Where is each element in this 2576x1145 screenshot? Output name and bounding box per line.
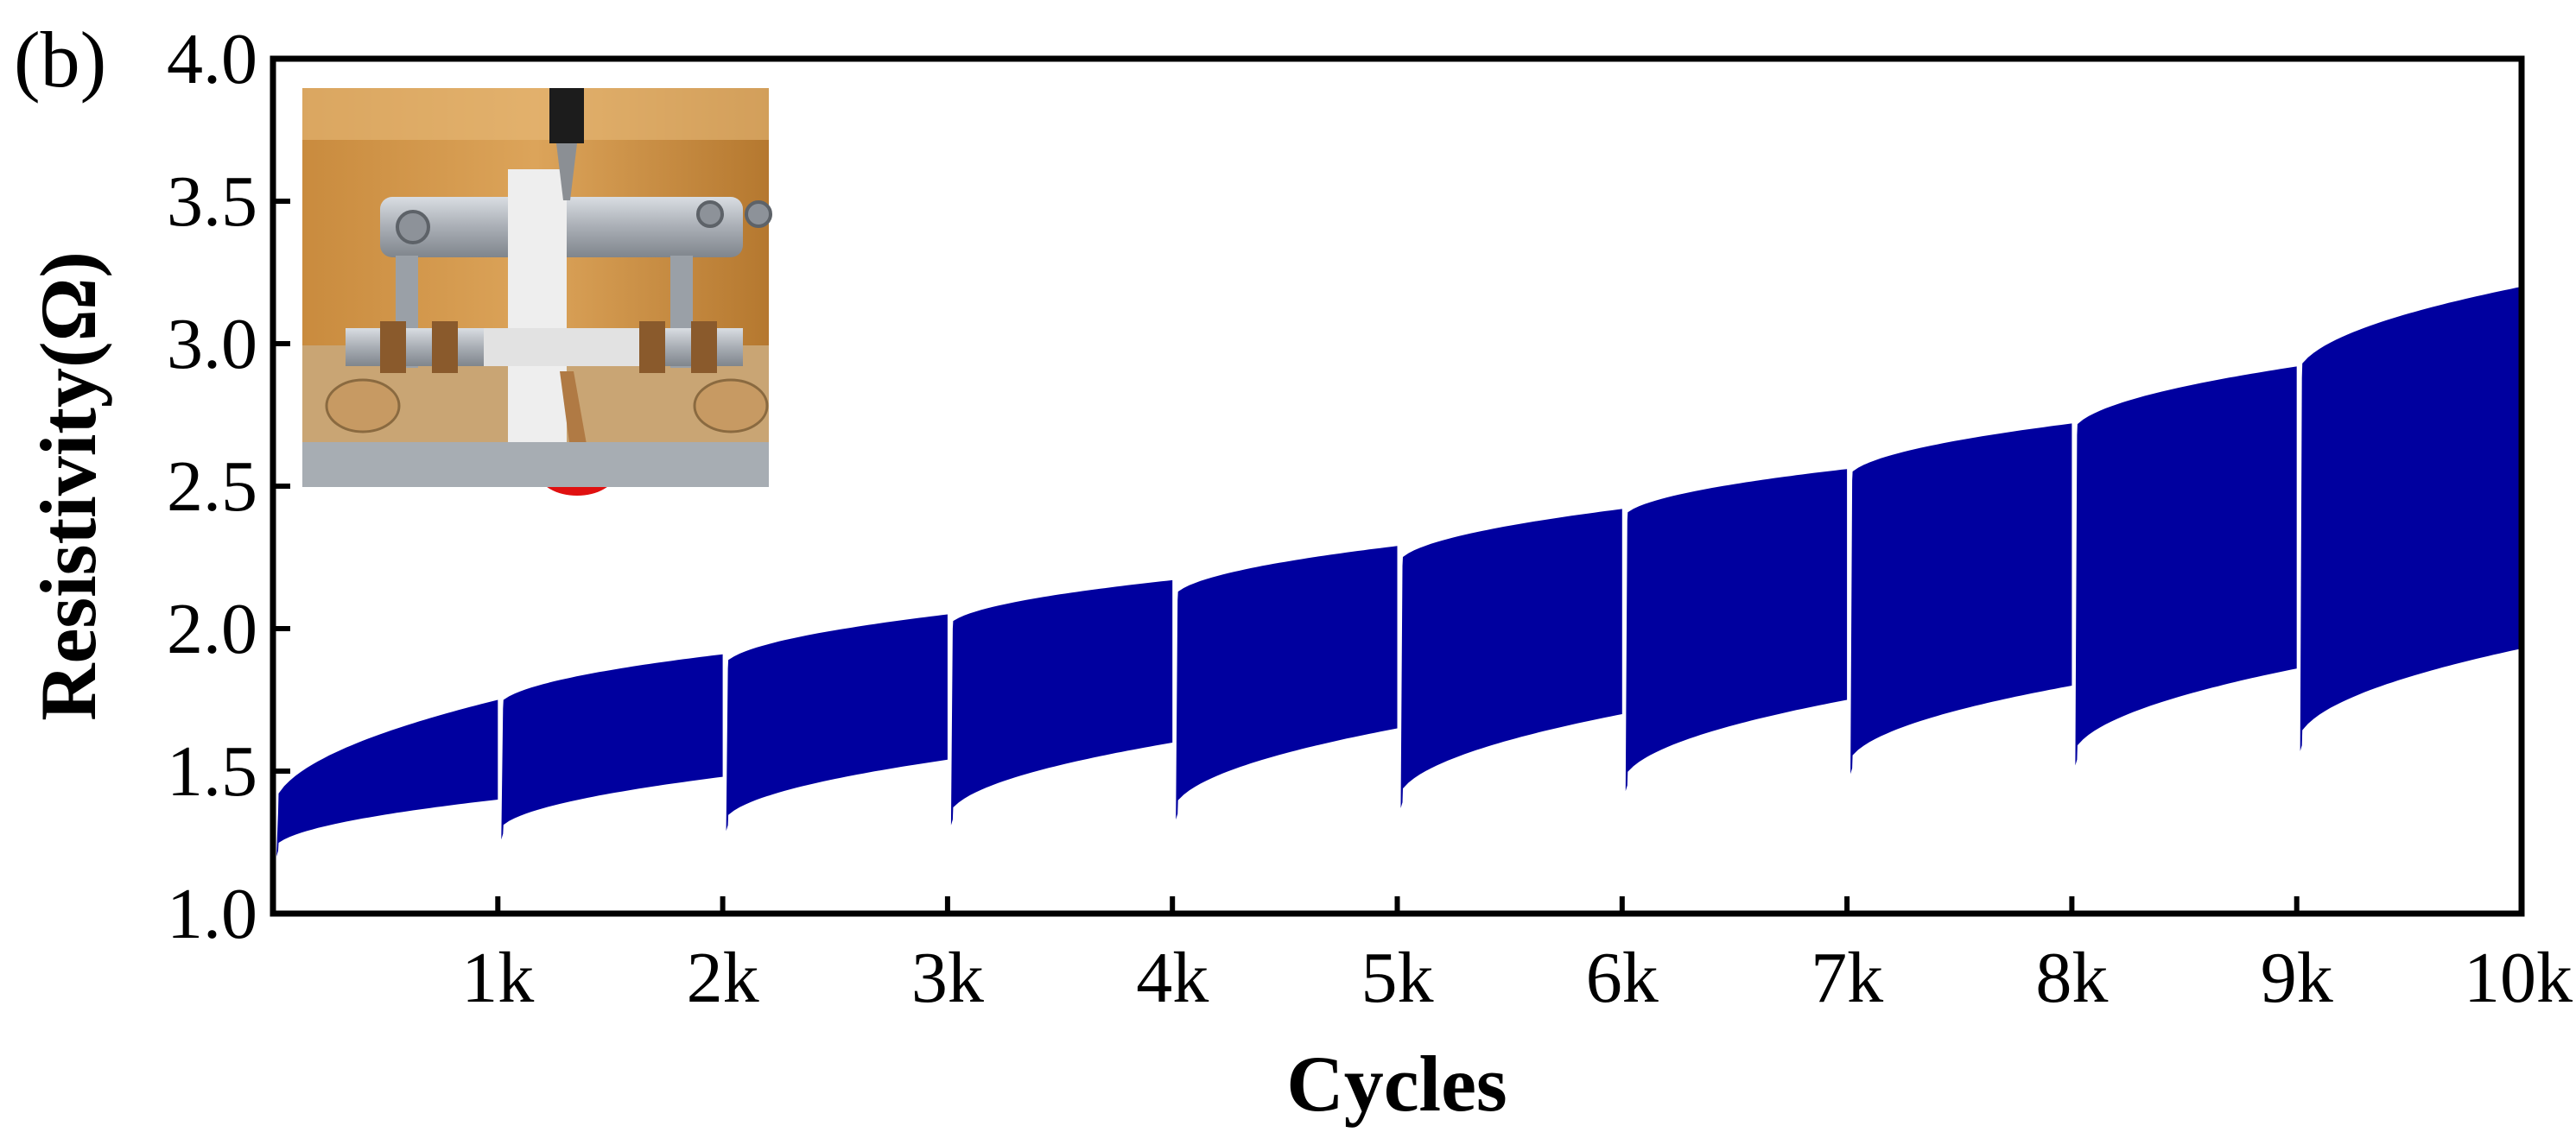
- x-tick-label-4k: 4k: [1136, 938, 1209, 1018]
- x-tick-label-2k: 2k: [687, 938, 759, 1018]
- y-tick-label-4.0: 4.0: [167, 19, 257, 99]
- y-tick-label-3.5: 3.5: [167, 161, 257, 242]
- x-tick-label-3k: 3k: [911, 938, 984, 1018]
- cycle-segment-2: [501, 654, 723, 840]
- x-tick-label-1k: 1k: [461, 938, 534, 1018]
- x-axis-title: Cycles: [1286, 1040, 1507, 1128]
- cycle-segment-3: [726, 614, 948, 832]
- y-tick-label-1.5: 1.5: [167, 731, 257, 812]
- x-tick-label-7k: 7k: [1811, 938, 1883, 1018]
- y-axis-title: Resistivity(Ω): [24, 251, 112, 721]
- cycle-segment-4: [950, 579, 1173, 826]
- ticks-layer: 1k 2k 3k 4k 5k 6k 7k 8k 9k 10k 1.0 1.5 2.0 2.5 3.0 3.5 4…: [167, 19, 2573, 1018]
- x-tick-label-9k: 9k: [2261, 938, 2333, 1018]
- y-tick-label-1.0: 1.0: [167, 874, 257, 954]
- cycle-segment-8: [1850, 423, 2072, 775]
- x-tick-label-8k: 8k: [2035, 938, 2108, 1018]
- cycle-segment-5: [1176, 546, 1398, 820]
- series-layer: [276, 287, 2522, 857]
- y-tick-label-2.0: 2.0: [167, 589, 257, 669]
- y-tick-label-3.0: 3.0: [167, 304, 257, 384]
- cycle-segment-7: [1625, 469, 1848, 792]
- x-tick-label-6k: 6k: [1586, 938, 1659, 1018]
- x-tick-label-10k: 10k: [2464, 938, 2573, 1018]
- inset-photo: [302, 88, 772, 496]
- panel-label: (b): [14, 16, 106, 104]
- cycle-segment-10: [2300, 287, 2522, 751]
- cycle-segment-9: [2075, 366, 2297, 766]
- cycle-segment-6: [1400, 509, 1622, 808]
- y-tick-label-2.5: 2.5: [167, 446, 257, 527]
- x-tick-label-5k: 5k: [1361, 938, 1434, 1018]
- cycle-segment-1: [276, 699, 498, 857]
